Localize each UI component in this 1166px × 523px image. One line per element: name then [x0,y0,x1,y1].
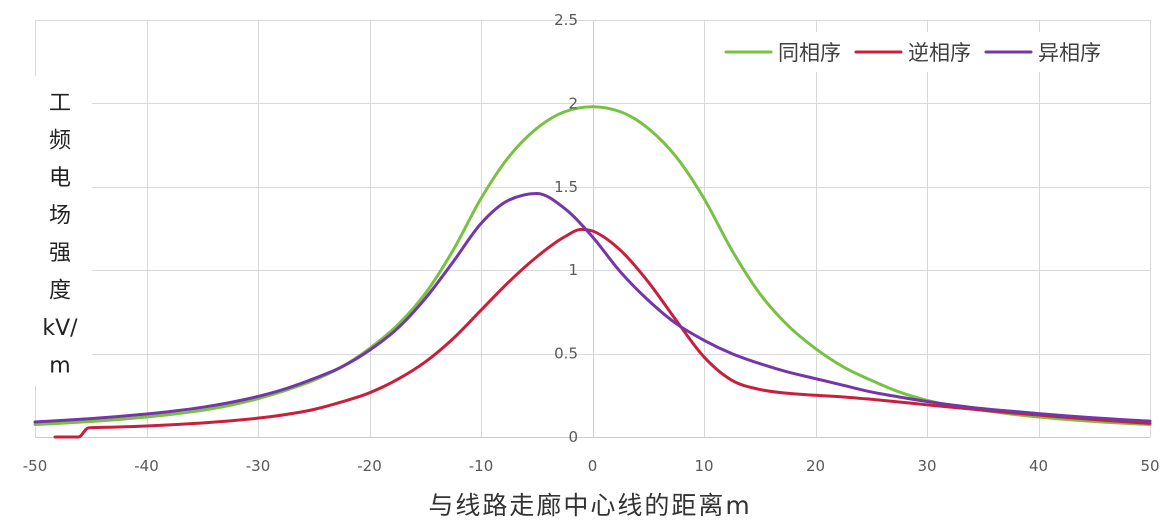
x-tick-label: 10 [694,457,713,475]
legend-label: 逆相序 [908,41,971,65]
reverse-phase-sequence-line [53,227,1152,439]
different-phase-sequence-line [33,191,1152,424]
y-axis-title: 工频电场强度 kV/m [42,91,78,379]
horizontal-gridlines [35,20,1150,438]
x-tick-label: -20 [357,457,382,475]
x-axis-title: 与线路走廊中心线的距离m [428,491,751,520]
y-tick-label: 0 [568,428,578,446]
legend-background [715,32,1122,72]
legend-item: 逆相序 [854,41,971,65]
y-tick-label: 1 [568,261,578,279]
y-tick-label: 2.5 [554,11,578,29]
legend-label: 异相序 [1038,41,1101,65]
series-lines [33,105,1152,439]
x-axis-tick-labels: -50 -40 -30 -20 -10 0 10 20 30 40 50 [23,457,1160,475]
y-axis-title-line: 电 [49,166,71,191]
legend-item: 异相序 [984,41,1101,65]
y-axis-tick-labels: 0 0.5 1 1.5 2 2.5 [554,11,578,446]
y-axis-title-line: m [49,354,70,379]
y-tick-label: 2 [568,94,578,112]
same-phase-sequence-line [33,105,1152,426]
legend: 同相序 逆相序 异相序 [715,32,1122,72]
y-axis-title-line: 工 [49,91,71,116]
y-axis-title-line: 度 [49,279,71,304]
vertical-gridlines [35,20,1151,437]
x-tick-label: 50 [1140,457,1159,475]
legend-item: 同相序 [724,41,841,65]
x-tick-label: -10 [469,457,494,475]
x-tick-label: -40 [134,457,159,475]
x-tick-label: -50 [23,457,48,475]
y-axis-title-line: 强 [49,241,71,266]
y-tick-label: 1.5 [554,178,578,196]
y-axis-title-line: 场 [49,204,71,229]
x-tick-label: 0 [588,457,598,475]
x-tick-label: 30 [917,457,936,475]
x-tick-label: -30 [246,457,271,475]
y-axis-title-line: kV/ [42,316,78,341]
y-axis-title-group: 工频电场强度 kV/m [30,76,92,386]
y-tick-label: 0.5 [554,345,578,363]
x-tick-label: 40 [1029,457,1048,475]
x-tick-label: 20 [806,457,825,475]
legend-label: 同相序 [778,41,841,65]
y-axis-title-line: 频 [49,129,71,154]
y-axis-title-background [30,76,92,386]
